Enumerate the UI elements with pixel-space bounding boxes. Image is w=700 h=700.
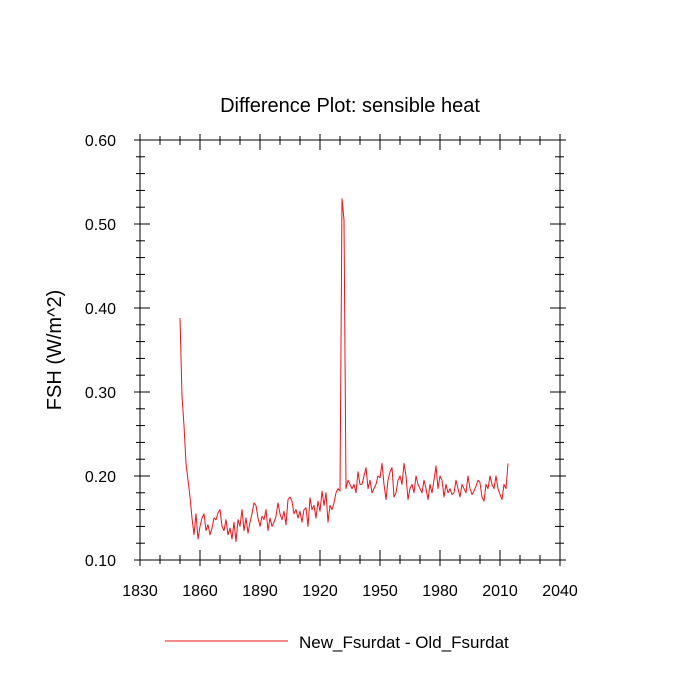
legend-label: New_Fsurdat - Old_Fsurdat <box>299 633 509 652</box>
plot-frame <box>139 139 561 561</box>
x-tick-label: 1920 <box>302 583 338 600</box>
x-tick-label: 1980 <box>422 583 458 600</box>
y-tick-label: 0.40 <box>85 301 116 318</box>
y-tick-label: 0.20 <box>85 469 116 486</box>
major-ticks <box>134 134 566 566</box>
minor-ticks <box>136 136 564 564</box>
x-tick-label: 1890 <box>242 583 278 600</box>
legend: New_Fsurdat - Old_Fsurdat <box>165 633 509 652</box>
chart-title: Difference Plot: sensible heat <box>220 95 480 117</box>
x-tick-label: 2040 <box>542 583 578 600</box>
y-tick-label: 0.60 <box>85 133 116 150</box>
y-tick-label: 0.50 <box>85 217 116 234</box>
x-tick-label: 1860 <box>182 583 218 600</box>
x-tick-label: 1950 <box>362 583 398 600</box>
x-tick-label: 2010 <box>482 583 518 600</box>
y-tick-label: 0.10 <box>85 553 116 570</box>
y-tick-label: 0.30 <box>85 385 116 402</box>
y-axis-label: FSH (W/m^2) <box>44 290 66 410</box>
x-tick-label: 1830 <box>122 583 158 600</box>
tick-labels: 1830 1860 1890 1920 1950 1980 2010 2040 0.10 0.20… <box>85 133 578 600</box>
series-line <box>179 198 509 543</box>
series-layer <box>179 198 509 543</box>
